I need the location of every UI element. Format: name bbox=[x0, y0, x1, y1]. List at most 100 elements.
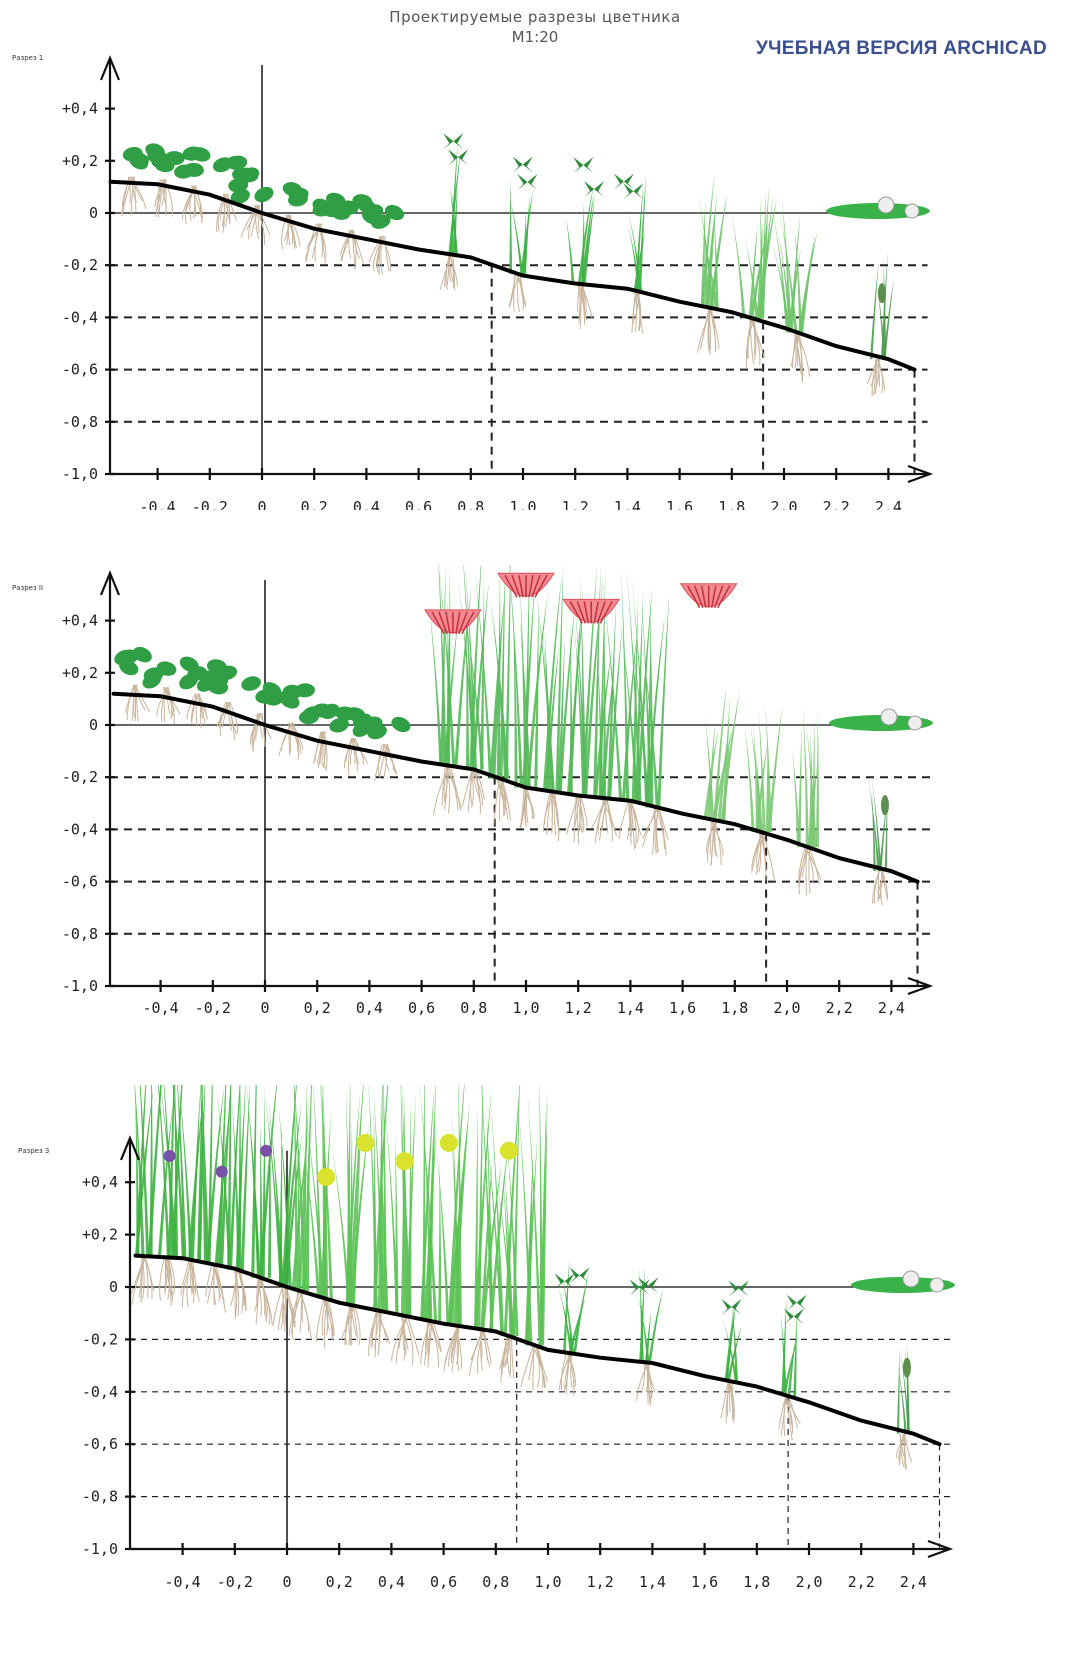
section-label: Разрез II bbox=[12, 584, 43, 592]
root bbox=[250, 205, 260, 237]
petal-line bbox=[445, 611, 451, 634]
root bbox=[590, 797, 607, 829]
root bbox=[406, 1315, 420, 1356]
root bbox=[402, 1315, 405, 1352]
root bbox=[398, 1315, 408, 1349]
root bbox=[606, 797, 613, 829]
root bbox=[493, 778, 500, 826]
root bbox=[441, 765, 447, 806]
root bbox=[293, 1290, 299, 1323]
arrow-leaf bbox=[554, 1273, 575, 1290]
grass-blade bbox=[293, 1085, 307, 1291]
root bbox=[476, 769, 485, 800]
x-tick-label: 1,6 bbox=[691, 1573, 718, 1591]
leaf bbox=[254, 186, 274, 203]
leaf bbox=[278, 690, 298, 707]
grass-blade bbox=[883, 257, 887, 360]
grass-blade bbox=[427, 595, 443, 766]
root bbox=[808, 847, 811, 894]
root bbox=[401, 1315, 409, 1350]
root bbox=[480, 1329, 483, 1371]
grass-blade bbox=[540, 1096, 548, 1346]
root bbox=[299, 1290, 310, 1332]
root bbox=[526, 787, 533, 820]
x-tick-label: 2,2 bbox=[826, 999, 853, 1017]
grass-blade bbox=[329, 1132, 351, 1306]
root bbox=[599, 797, 608, 841]
root bbox=[574, 795, 581, 827]
grass-blade bbox=[574, 595, 588, 796]
root bbox=[642, 806, 659, 839]
root bbox=[796, 332, 799, 366]
grass-blade bbox=[190, 1085, 201, 1260]
grass-blade bbox=[489, 1090, 505, 1337]
grass-blade bbox=[400, 1089, 405, 1316]
root bbox=[420, 1320, 431, 1364]
root bbox=[808, 846, 820, 885]
grass-blade bbox=[452, 185, 458, 255]
root bbox=[157, 179, 161, 205]
water-lily-flower bbox=[929, 1277, 945, 1293]
grass-blade bbox=[726, 1326, 742, 1382]
root bbox=[190, 185, 203, 223]
root bbox=[425, 1320, 430, 1356]
root bbox=[473, 769, 481, 815]
arrow-leaf bbox=[638, 1277, 659, 1294]
root bbox=[798, 846, 810, 895]
grass-blade bbox=[896, 1348, 900, 1434]
leaf bbox=[179, 673, 198, 690]
root bbox=[131, 1255, 147, 1305]
root bbox=[713, 819, 717, 856]
grass-blade bbox=[600, 570, 623, 801]
y-tick-label: -0,4 bbox=[62, 820, 98, 838]
root bbox=[343, 737, 354, 768]
root bbox=[709, 307, 720, 349]
grass-blade bbox=[509, 177, 513, 274]
root bbox=[199, 693, 202, 729]
grass-blade bbox=[577, 186, 594, 284]
grass-blade bbox=[282, 1103, 302, 1287]
root bbox=[285, 1285, 296, 1327]
y-tick-label: -1,0 bbox=[62, 977, 98, 995]
leaf bbox=[391, 716, 411, 733]
root bbox=[517, 273, 520, 313]
root bbox=[239, 1269, 244, 1314]
root bbox=[320, 223, 323, 258]
section-1: Разрез 1 +0,4 +0,2 0 -0,2 -0,4 -0,6 -0,8 -1,0 -0,… bbox=[12, 54, 934, 510]
root bbox=[280, 1286, 284, 1330]
grass-blade bbox=[519, 611, 531, 788]
grass-blade bbox=[526, 592, 548, 788]
root bbox=[899, 1433, 906, 1459]
section-label: Разрез 1 bbox=[12, 54, 43, 62]
root bbox=[443, 765, 448, 810]
grass-blade bbox=[798, 230, 818, 333]
root bbox=[805, 846, 814, 884]
x-tick-label: 0,6 bbox=[430, 1573, 457, 1591]
grass-blade bbox=[753, 725, 759, 833]
root bbox=[339, 229, 352, 256]
root bbox=[213, 1264, 220, 1302]
grass-blade bbox=[499, 566, 506, 779]
petal-line bbox=[458, 611, 468, 635]
root bbox=[197, 693, 206, 726]
root bbox=[877, 358, 884, 394]
petal-line bbox=[518, 575, 524, 598]
grass-blade bbox=[581, 190, 595, 284]
grass-blade bbox=[781, 193, 792, 333]
root bbox=[251, 713, 258, 750]
x-tick-label: 2,0 bbox=[773, 999, 800, 1017]
x-tick-label: 1,2 bbox=[587, 1573, 614, 1591]
root bbox=[498, 778, 503, 822]
root bbox=[159, 1257, 165, 1301]
root bbox=[165, 687, 175, 725]
root bbox=[508, 273, 517, 308]
ground-profile bbox=[108, 179, 917, 372]
ground-profile bbox=[133, 1253, 942, 1447]
x-tick-label: -0,2 bbox=[192, 498, 228, 510]
root bbox=[324, 1298, 333, 1337]
root bbox=[783, 1395, 787, 1437]
y-axis-arrow bbox=[119, 1135, 141, 1161]
grass-blade bbox=[781, 1296, 787, 1396]
grass-blade bbox=[448, 151, 461, 255]
root bbox=[164, 1257, 168, 1292]
